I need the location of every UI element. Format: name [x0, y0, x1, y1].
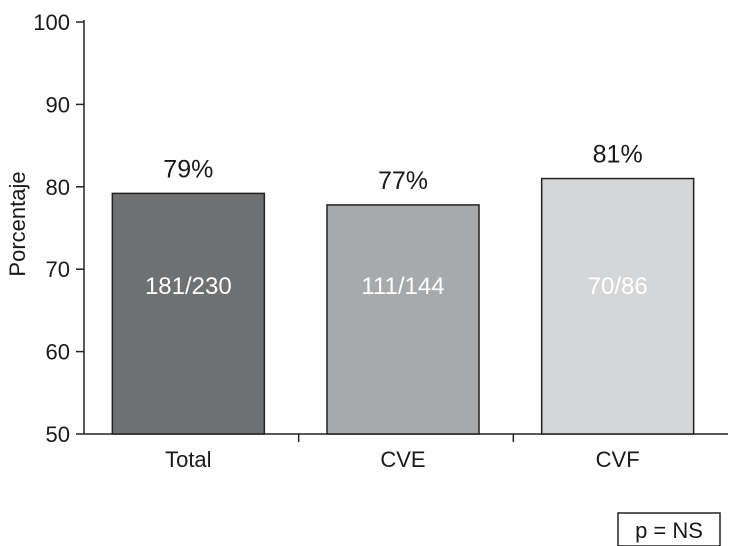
- x-axis: Total CVE CVF: [84, 433, 728, 472]
- bar-count-label: 181/230: [145, 273, 232, 300]
- x-tick-label: CVF: [596, 447, 640, 472]
- bar-value-label: 79%: [163, 155, 213, 183]
- y-tick-label: 90: [46, 92, 70, 117]
- p-value-box: p = NS: [617, 512, 721, 546]
- bar-cve: [326, 204, 480, 435]
- bar-value-label: 81%: [593, 141, 643, 169]
- y-tick-label: 80: [46, 175, 70, 200]
- p-value-text: p = NS: [635, 518, 703, 543]
- y-axis: 50 60 70 80 90 100: [33, 10, 85, 447]
- y-tick-label: 60: [46, 340, 70, 365]
- x-tick-label: Total: [165, 447, 211, 472]
- y-tick-label: 100: [33, 10, 70, 35]
- y-tick-label: 50: [46, 422, 70, 447]
- bar-count-label: 111/144: [361, 273, 444, 300]
- bar-total: [111, 192, 266, 435]
- bar-cvf: [540, 177, 695, 435]
- bar-count-label: 70/86: [588, 273, 648, 300]
- y-axis-label: Porcentaje: [5, 171, 30, 276]
- bars: 79% 181/230 77% 111/144 81% 70/86: [111, 141, 695, 435]
- x-tick-label: CVE: [380, 447, 425, 472]
- y-tick-label: 70: [46, 257, 70, 282]
- bar-value-label: 77%: [378, 167, 428, 195]
